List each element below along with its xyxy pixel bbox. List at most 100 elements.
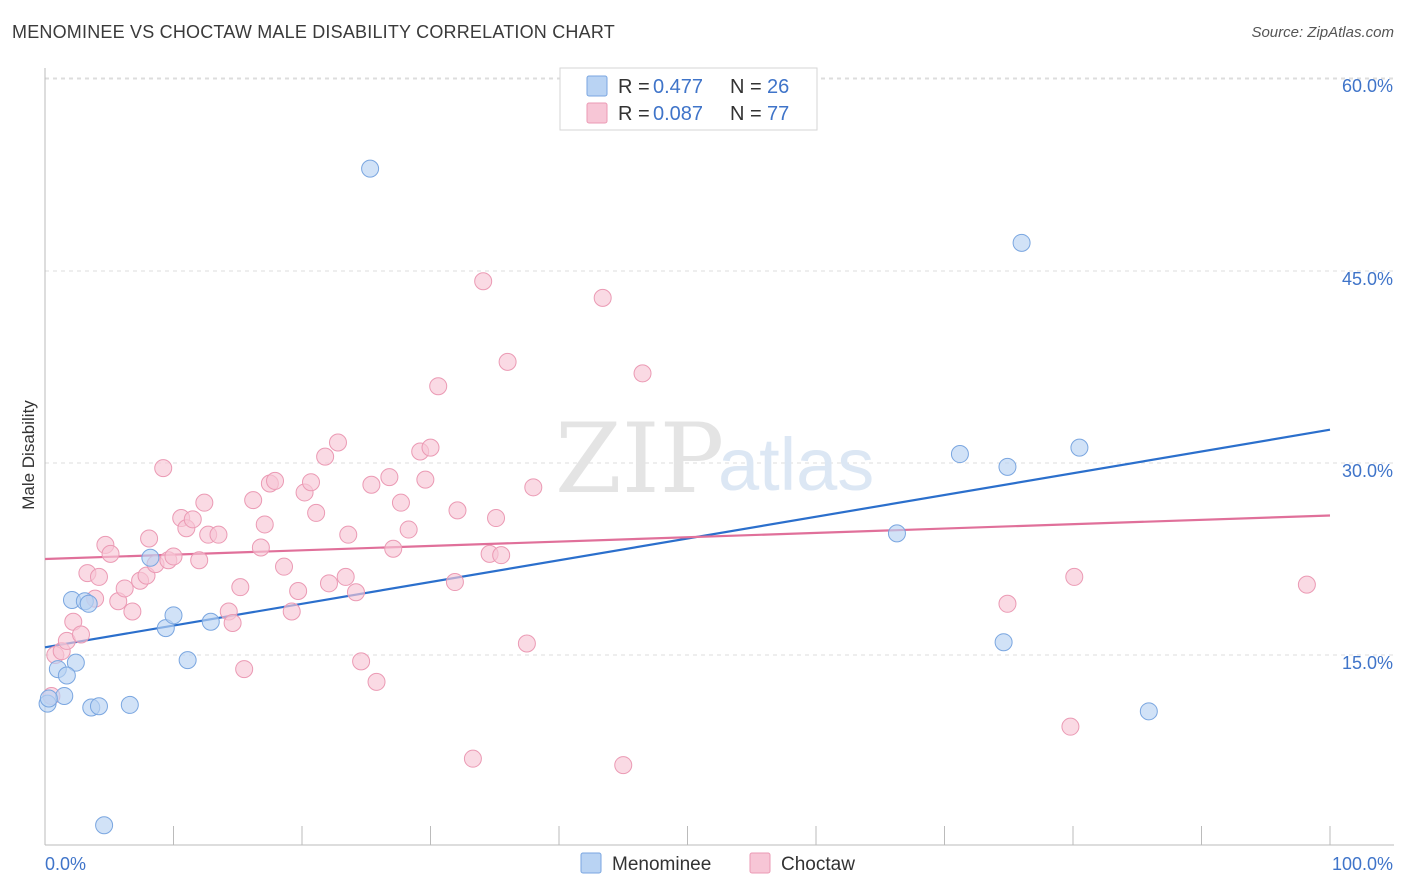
point-menominee — [55, 686, 74, 705]
point-choctaw — [384, 539, 403, 558]
point-choctaw — [255, 515, 274, 534]
legend-r-label-menominee: R = — [618, 76, 650, 98]
point-choctaw — [1065, 567, 1084, 586]
point-choctaw — [275, 557, 294, 576]
point-choctaw — [498, 352, 517, 371]
point-choctaw — [336, 567, 355, 586]
point-menominee — [1070, 438, 1089, 457]
point-menominee — [994, 633, 1013, 652]
point-choctaw — [1297, 575, 1316, 594]
point-choctaw — [362, 475, 381, 494]
y-tick-label: 15.0% — [1342, 653, 1393, 673]
point-menominee — [95, 816, 114, 835]
point-choctaw — [235, 660, 254, 679]
point-choctaw — [209, 525, 228, 544]
bottom-legend-label-menominee: Menominee — [612, 854, 711, 875]
point-choctaw — [399, 520, 418, 539]
source-credit: Source: ZipAtlas.com — [1251, 24, 1394, 41]
legend-swatch-choctaw — [586, 102, 608, 124]
x-tick-label: 0.0% — [45, 854, 86, 874]
point-menominee — [89, 697, 108, 716]
legend-n-value-menominee: 26 — [767, 76, 789, 98]
point-menominee — [950, 445, 969, 464]
point-menominee — [887, 524, 906, 543]
point-choctaw — [474, 272, 493, 291]
point-choctaw — [251, 538, 270, 557]
x-tick-label: 100.0% — [1332, 854, 1393, 874]
point-choctaw — [352, 652, 371, 671]
point-choctaw — [164, 547, 183, 566]
point-choctaw — [328, 433, 347, 452]
watermark-zip: ZIP — [555, 403, 724, 515]
bottom-legend-label-choctaw: Choctaw — [781, 854, 855, 875]
point-choctaw — [101, 544, 120, 563]
point-menominee — [1139, 702, 1158, 721]
point-choctaw — [282, 602, 301, 621]
point-choctaw — [115, 579, 134, 598]
point-menominee — [79, 594, 98, 613]
point-choctaw — [154, 459, 173, 478]
point-choctaw — [266, 471, 285, 490]
point-choctaw — [487, 509, 506, 528]
point-choctaw — [231, 578, 250, 597]
point-menominee — [998, 457, 1017, 476]
point-choctaw — [492, 546, 511, 565]
watermark-atlas: atlas — [718, 423, 874, 506]
y-tick-labels: 15.0% 30.0% 45.0% 60.0% — [1342, 76, 1393, 673]
legend-r-value-choctaw: 0.087 — [653, 103, 703, 125]
bottom-legend-swatch-menominee — [580, 852, 602, 874]
grid-lines — [45, 77, 1394, 656]
y-tick-label: 30.0% — [1342, 461, 1393, 481]
data-points — [38, 159, 1316, 835]
point-choctaw — [346, 583, 365, 602]
point-choctaw — [1061, 717, 1080, 736]
point-choctaw — [190, 551, 209, 570]
y-axis-label: Male Disability — [19, 400, 38, 510]
point-choctaw — [448, 501, 467, 520]
point-menominee — [141, 548, 160, 567]
point-menominee — [39, 689, 58, 708]
bottom-legend-swatch-choctaw — [749, 852, 771, 874]
point-menominee — [201, 612, 220, 631]
point-choctaw — [367, 672, 386, 691]
point-menominee — [57, 666, 76, 685]
point-menominee — [164, 606, 183, 625]
point-choctaw — [391, 493, 410, 512]
point-choctaw — [339, 525, 358, 544]
axes — [44, 68, 1394, 846]
point-choctaw — [429, 377, 448, 396]
point-choctaw — [463, 749, 482, 768]
point-choctaw — [307, 503, 326, 522]
point-choctaw — [319, 574, 338, 593]
point-choctaw — [380, 468, 399, 487]
x-tick-labels: 0.0% 100.0% — [45, 854, 1393, 874]
chart-title: MENOMINEE VS CHOCTAW MALE DISABILITY COR… — [12, 22, 615, 42]
point-choctaw — [223, 614, 242, 632]
point-menominee — [1012, 233, 1031, 252]
point-choctaw — [123, 602, 142, 621]
legend-n-value-choctaw: 77 — [767, 103, 789, 125]
point-choctaw — [140, 529, 159, 548]
legend-r-label-choctaw: R = — [618, 103, 650, 125]
y-tick-label: 60.0% — [1342, 76, 1393, 96]
point-choctaw — [195, 493, 214, 512]
point-menominee — [178, 651, 197, 670]
point-menominee — [120, 695, 139, 714]
point-choctaw — [421, 438, 440, 457]
legend: R = 0.477 N = 26 R = 0.087 N = 77 — [559, 67, 818, 131]
y-tick-label: 45.0% — [1342, 269, 1393, 289]
trendline-choctaw — [44, 514, 1331, 561]
point-menominee — [361, 159, 380, 178]
point-menominee — [66, 653, 85, 672]
legend-swatch-menominee — [586, 75, 608, 97]
legend-r-value-menominee: 0.477 — [653, 76, 703, 98]
point-choctaw — [289, 582, 308, 600]
point-choctaw — [445, 573, 464, 592]
point-choctaw — [614, 756, 633, 775]
point-choctaw — [301, 473, 320, 492]
point-choctaw — [183, 510, 202, 529]
point-choctaw — [244, 491, 263, 510]
point-choctaw — [998, 594, 1017, 613]
point-choctaw — [517, 634, 536, 653]
